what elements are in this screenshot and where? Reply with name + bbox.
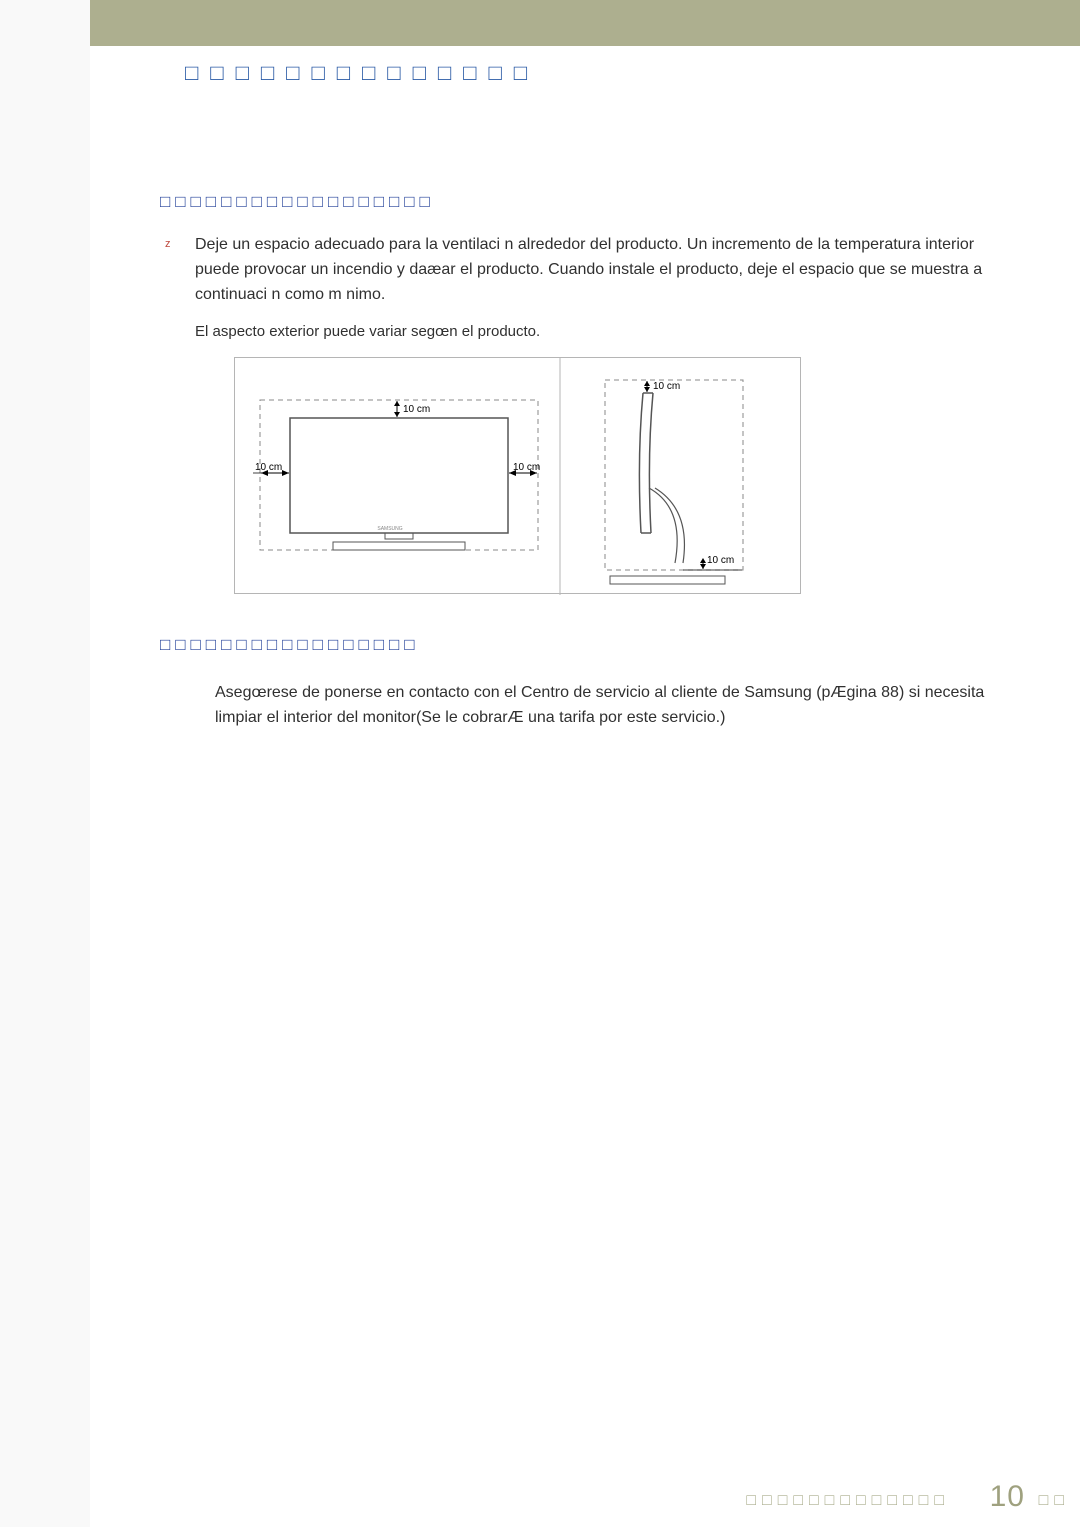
diagram-label-right-front: 10 cm — [513, 462, 540, 473]
diagram-label-left-front: 10 cm — [255, 462, 282, 473]
left-tab — [90, 0, 100, 46]
section2-paragraph: Asegœrese de ponerse en contacto con el … — [215, 681, 985, 731]
ventilation-diagram: SAMSUNG 10 cm 10 cm 10 cm 10 cm — [234, 357, 801, 594]
diagram-label-top-side: 10 cm — [653, 381, 680, 392]
section2-heading: □□□□□□□□□□□□□□□□□ — [160, 635, 420, 655]
page-number: 10 — [990, 1480, 1025, 1514]
top-header-band — [100, 0, 1080, 46]
section1-heading: □□□□□□□□□□□□□□□□□□ — [160, 192, 435, 212]
bullet-marker: z — [165, 238, 171, 250]
diagram-label-bottom-side: 10 cm — [707, 555, 734, 566]
brand-text: SAMSUNG — [377, 526, 402, 532]
page-title: □□□□□□□□□□□□□□ — [185, 60, 539, 86]
footer-pattern-left: □□□□□□□□□□□□□ — [746, 1492, 950, 1510]
left-stripe — [0, 0, 90, 1527]
section1-paragraph1: Deje un espacio adecuado para la ventila… — [195, 233, 985, 307]
diagram-label-top-front: 10 cm — [403, 404, 430, 415]
section1-paragraph2: El aspecto exterior puede variar segœn e… — [195, 320, 985, 343]
footer-pattern-right: □□ — [1039, 1492, 1070, 1510]
